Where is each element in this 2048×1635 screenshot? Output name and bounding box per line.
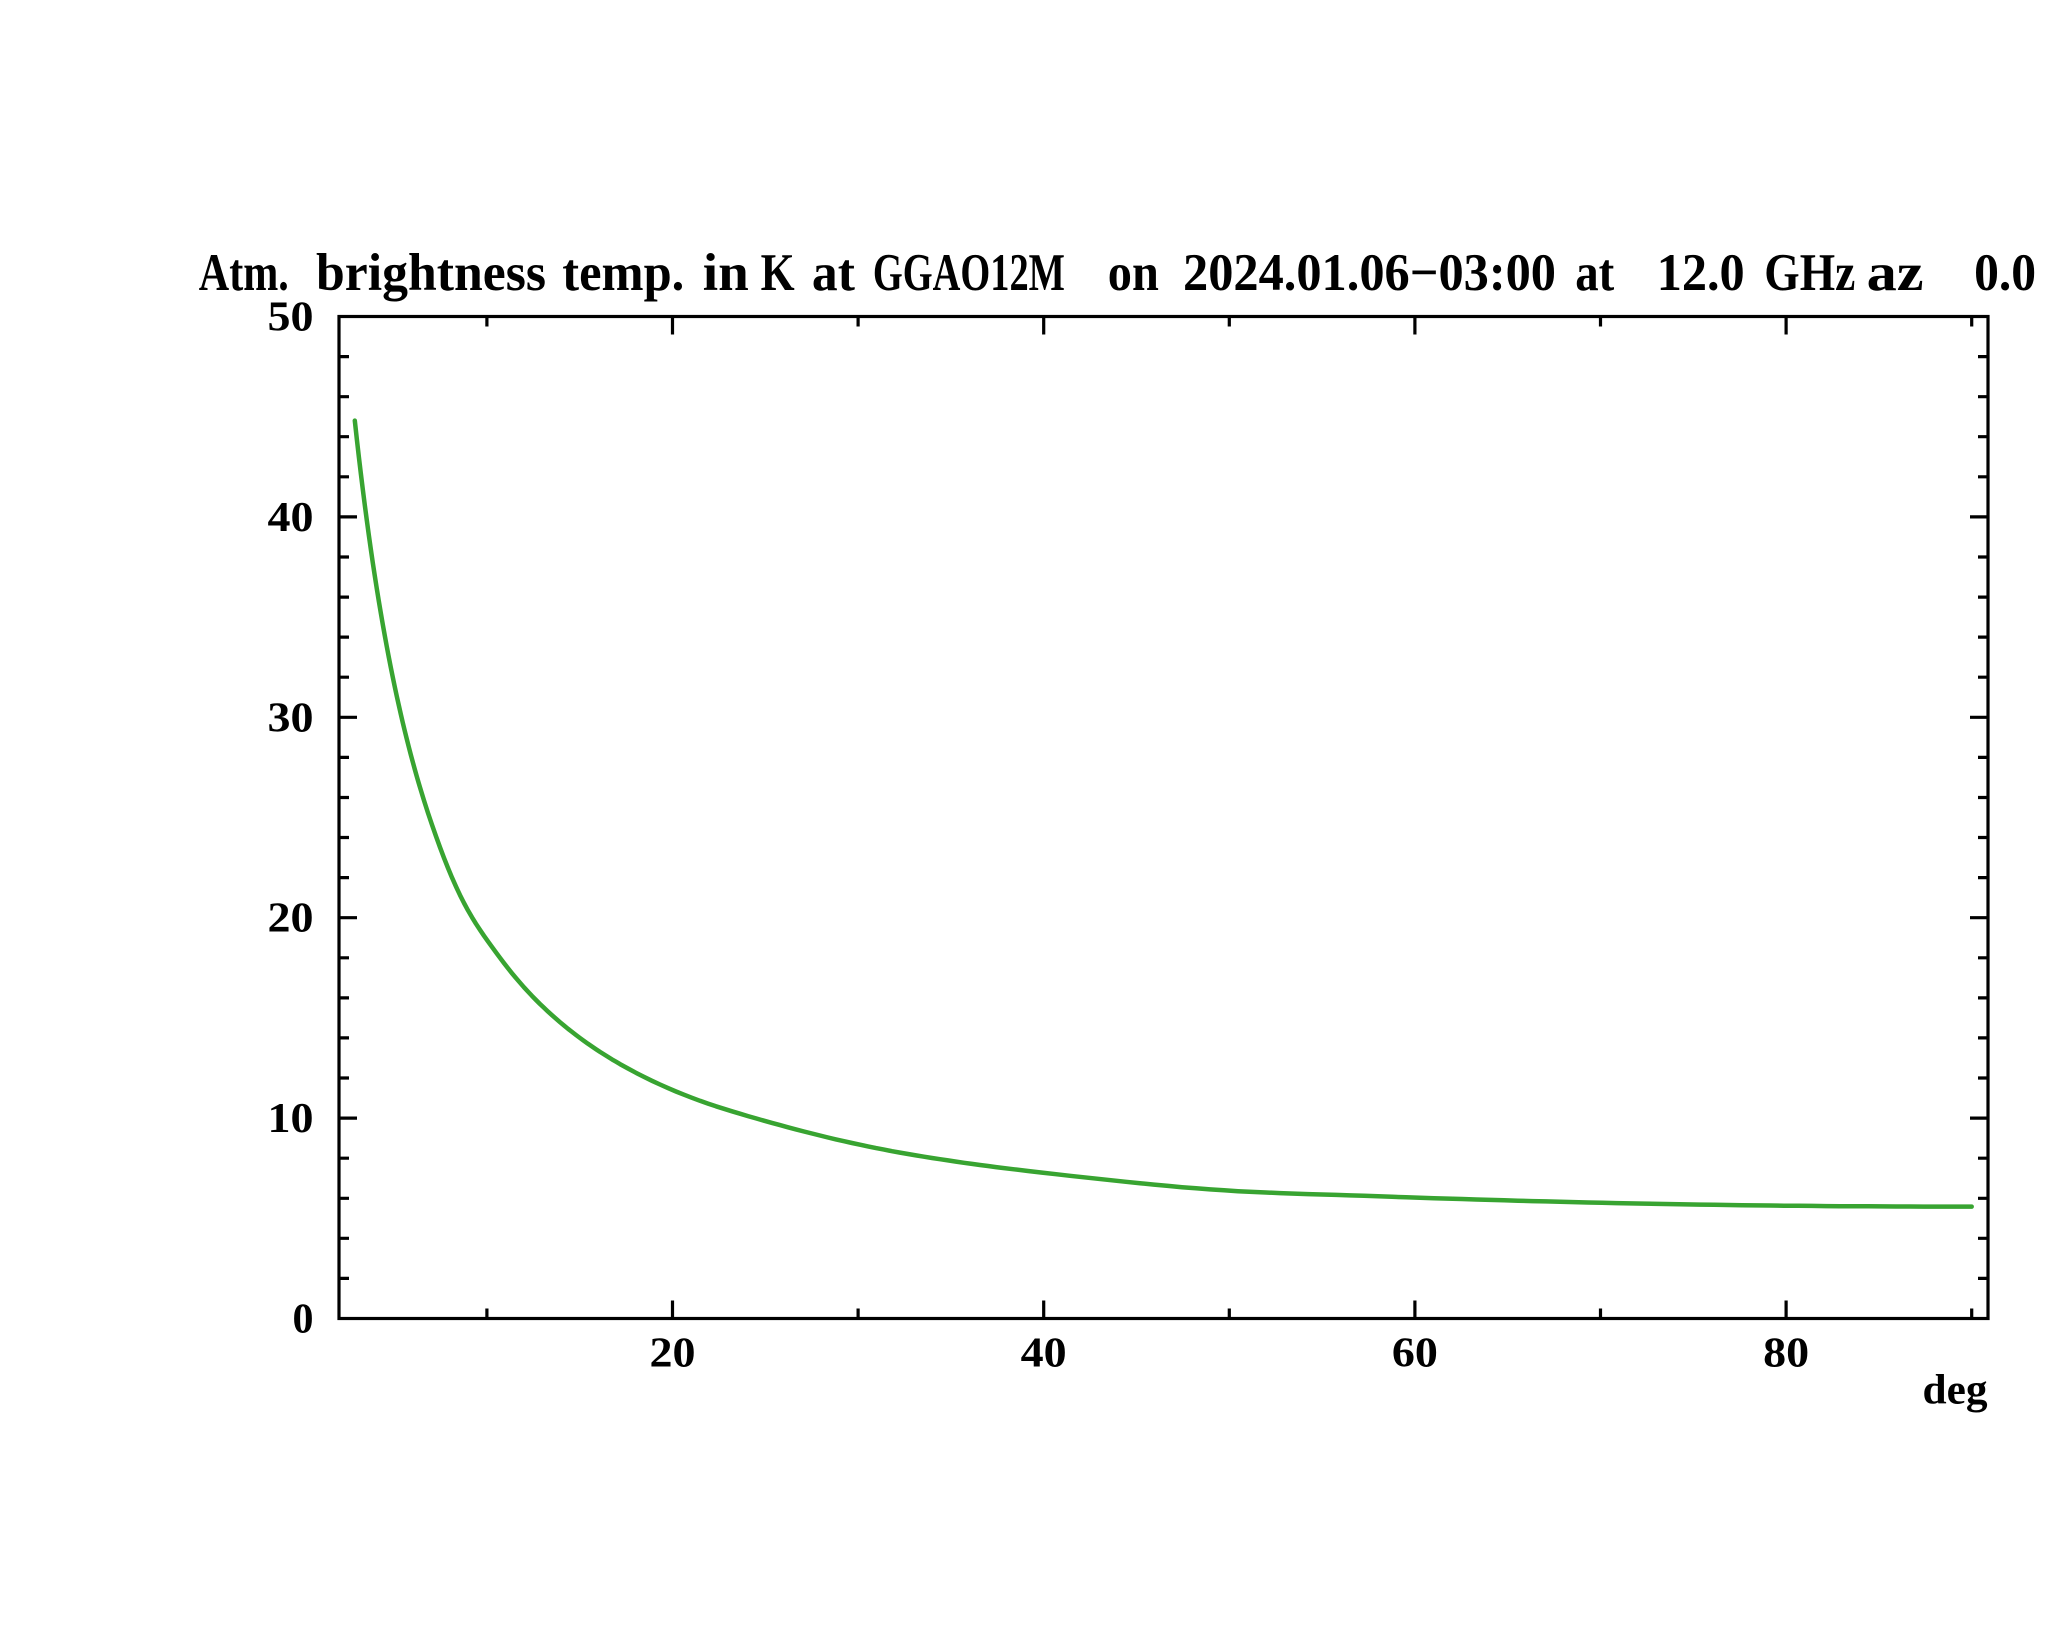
svg-text:GGAO12M: GGAO12M — [873, 244, 1065, 302]
svg-text:40: 40 — [1021, 1331, 1067, 1377]
svg-text:40: 40 — [268, 495, 314, 541]
svg-text:K: K — [761, 244, 795, 302]
svg-text:10: 10 — [268, 1096, 314, 1142]
svg-text:brightness: brightness — [316, 244, 546, 302]
svg-text:60: 60 — [1392, 1331, 1438, 1377]
svg-text:20: 20 — [268, 896, 314, 942]
svg-text:on: on — [1108, 244, 1159, 302]
svg-text:0.0: 0.0 — [1974, 244, 2036, 302]
svg-text:0: 0 — [293, 1297, 314, 1343]
svg-text:50: 50 — [268, 295, 314, 341]
svg-text:temp.: temp. — [562, 244, 684, 302]
svg-text:2024.01.06−03:00: 2024.01.06−03:00 — [1183, 244, 1556, 302]
svg-text:az: az — [1867, 244, 1924, 302]
svg-text:GHz: GHz — [1764, 244, 1855, 302]
svg-text:deg: deg — [1923, 1368, 1988, 1414]
svg-text:Atm.: Atm. — [199, 244, 289, 302]
svg-text:30: 30 — [268, 695, 314, 741]
svg-text:in: in — [703, 244, 749, 302]
svg-text:12.0: 12.0 — [1657, 244, 1745, 302]
svg-text:20: 20 — [650, 1331, 696, 1377]
svg-text:at: at — [1575, 244, 1614, 302]
svg-text:80: 80 — [1763, 1331, 1809, 1377]
svg-text:at: at — [812, 244, 855, 302]
